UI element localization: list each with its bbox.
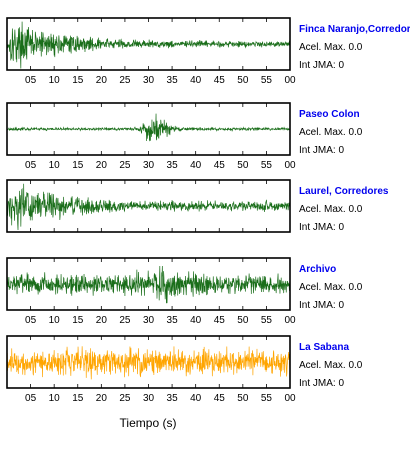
x-tick-label: 20: [96, 393, 108, 404]
x-tick-label: 45: [214, 160, 226, 171]
x-tick-label: 25: [119, 315, 131, 326]
x-tick-label: 25: [119, 160, 131, 171]
x-tick-label: 15: [72, 315, 84, 326]
x-tick-label: 15: [72, 75, 84, 86]
station-name[interactable]: La Sabana: [299, 342, 350, 353]
x-tick-label: 05: [25, 75, 37, 86]
x-tick-label: 35: [167, 160, 179, 171]
x-tick-label: 40: [190, 160, 202, 171]
x-tick-label: 30: [143, 75, 155, 86]
x-tick-label: 40: [190, 75, 202, 86]
x-axis-label: Tiempo (s): [119, 416, 177, 430]
station-name[interactable]: Laurel, Corredores: [299, 186, 389, 197]
x-tick-label: 00: [284, 393, 296, 404]
x-tick-label: 20: [96, 75, 108, 86]
x-tick-label: 25: [119, 393, 131, 404]
x-tick-label: 05: [25, 160, 37, 171]
x-tick-label: 25: [119, 75, 131, 86]
x-tick-label: 10: [49, 160, 61, 171]
waveform-trace: [6, 113, 291, 142]
waveform-trace: [6, 183, 291, 230]
x-tick-label: 40: [190, 315, 202, 326]
acel-max-label: Acel. Max. 0.0: [299, 204, 363, 215]
x-tick-label: 30: [143, 315, 155, 326]
x-tick-label: 55: [261, 393, 273, 404]
x-tick-label: 55: [261, 315, 273, 326]
x-tick-label: 00: [284, 315, 296, 326]
x-tick-label: 00: [284, 75, 296, 86]
station-name[interactable]: Finca Naranjo,Corredores: [299, 24, 410, 35]
x-tick-label: 50: [237, 75, 249, 86]
x-tick-label: 50: [237, 160, 249, 171]
panel-2: 05 10 15 20 25 30 35 40 45 50 55 00: [6, 102, 296, 171]
x-tick-label: 20: [96, 160, 108, 171]
x-tick-label: 00: [284, 160, 296, 171]
x-tick-label: 15: [72, 160, 84, 171]
panel-3: [6, 179, 291, 233]
waveform-trace: [6, 346, 291, 380]
panel-5: 05 10 15 20 25 30 35 40 45 50 55 00: [6, 335, 296, 404]
x-tick-label: 55: [261, 160, 273, 171]
x-tick-label: 50: [237, 315, 249, 326]
panel-1: 05 10 15 20 25 30 35 40 45 50 55 00: [6, 17, 296, 86]
x-tick-label: 35: [167, 393, 179, 404]
station-name[interactable]: Paseo Colon: [299, 109, 360, 120]
x-tick-label: 10: [49, 315, 61, 326]
jma-intensity-label: Int JMA: 0: [299, 60, 345, 71]
x-tick-label: 50: [237, 393, 249, 404]
x-tick-label: 55: [261, 75, 273, 86]
jma-intensity-label: Int JMA: 0: [299, 222, 345, 233]
x-tick-label: 05: [25, 393, 37, 404]
jma-intensity-label: Int JMA: 0: [299, 145, 345, 156]
x-tick-label: 20: [96, 315, 108, 326]
panel-4: 05 10 15 20 25 30 35 40 45 50 55 00: [6, 257, 296, 326]
x-tick-label: 45: [214, 393, 226, 404]
acel-max-label: Acel. Max. 0.0: [299, 42, 363, 53]
waveform-trace: [6, 21, 291, 69]
x-tick-label: 35: [167, 75, 179, 86]
x-tick-label: 30: [143, 160, 155, 171]
acel-max-label: Acel. Max. 0.0: [299, 360, 363, 371]
jma-intensity-label: Int JMA: 0: [299, 300, 345, 311]
acel-max-label: Acel. Max. 0.0: [299, 282, 363, 293]
x-tick-label: 45: [214, 75, 226, 86]
x-tick-label: 40: [190, 393, 202, 404]
acel-max-label: Acel. Max. 0.0: [299, 127, 363, 138]
x-tick-label: 30: [143, 393, 155, 404]
x-tick-label: 35: [167, 315, 179, 326]
x-tick-label: 05: [25, 315, 37, 326]
waveform-trace: [6, 265, 291, 304]
station-name[interactable]: Archivo: [299, 264, 337, 275]
x-tick-label: 10: [49, 75, 61, 86]
x-tick-label: 15: [72, 393, 84, 404]
x-tick-label: 45: [214, 315, 226, 326]
jma-intensity-label: Int JMA: 0: [299, 378, 345, 389]
x-tick-label: 10: [49, 393, 61, 404]
